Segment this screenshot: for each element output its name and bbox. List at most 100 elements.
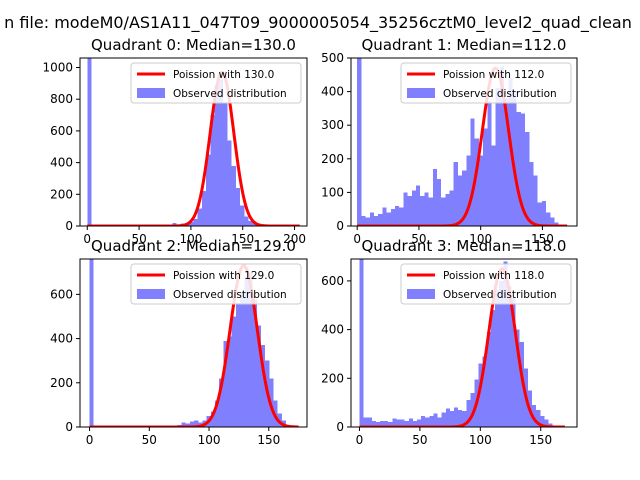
legend-bar-swatch: [407, 88, 435, 98]
histogram-bar: [554, 222, 559, 226]
histogram-bar: [375, 422, 381, 427]
x-tick-label: 150: [529, 433, 552, 447]
histogram-bar: [219, 378, 224, 427]
histogram-bar: [189, 222, 194, 226]
legend-line-label: Poission with 129.0: [173, 270, 274, 282]
histogram-bar: [436, 178, 442, 226]
histogram-bar: [218, 80, 224, 226]
histogram-bar: [252, 223, 258, 226]
histogram-bar: [512, 91, 517, 226]
histogram-bar: [499, 280, 504, 427]
histogram-bar: [365, 217, 370, 226]
histogram-bar: [240, 205, 245, 226]
histogram-bar: [515, 329, 520, 427]
y-tick-label: 0: [336, 420, 344, 434]
histogram-bar: [495, 88, 500, 226]
histogram-bar: [411, 190, 416, 226]
y-tick-label: 200: [321, 371, 344, 385]
legend: Poission with 112.0 Observed distribution: [400, 62, 572, 104]
chart-panel-1: 0 50 100 150 0 100 200 300 400 500 Quadrant 1: Med…: [321, 36, 578, 246]
histogram-bar: [357, 58, 362, 226]
y-tick-label: 0: [65, 420, 73, 434]
y-tick-label: 600: [321, 274, 344, 288]
histogram-bar: [181, 422, 186, 427]
histogram-bar: [252, 298, 257, 427]
histogram-bar: [437, 417, 442, 427]
histogram-bar: [415, 185, 421, 226]
histogram-bar: [495, 290, 500, 427]
y-tick-label: 0: [65, 219, 73, 233]
histogram-bar: [466, 400, 471, 427]
histogram-bar: [499, 66, 505, 226]
histogram-bar: [223, 102, 228, 226]
histogram-bar: [416, 419, 422, 427]
histogram-bar: [540, 416, 545, 427]
panel-title: Quadrant 0: Median=130.0: [91, 36, 296, 54]
histogram-bar: [412, 420, 417, 427]
histogram-bar: [462, 170, 467, 226]
histogram-bar: [371, 420, 376, 427]
histogram-bar: [445, 408, 450, 427]
y-tick-label: 400: [50, 332, 73, 346]
y-tick-label: 200: [50, 187, 73, 201]
histogram-bar: [197, 208, 202, 226]
histogram-bar: [449, 190, 454, 226]
histogram-bar: [483, 128, 488, 226]
x-tick-label: 150: [257, 433, 280, 447]
histogram-bar: [363, 417, 368, 427]
histogram-bar: [396, 419, 401, 427]
histogram-bar: [428, 197, 433, 226]
histogram-bar: [420, 195, 425, 226]
histogram-bar: [194, 420, 199, 427]
panel-title: Quadrant 2: Median=129.0: [91, 237, 296, 255]
y-tick-label: 200: [50, 376, 73, 390]
histogram-bar: [548, 423, 553, 427]
legend-box: [130, 62, 302, 104]
histogram-bar: [519, 341, 524, 427]
histogram-bar: [507, 285, 512, 427]
histogram-bar: [227, 336, 232, 427]
histogram-bar: [491, 145, 496, 226]
histogram-bar: [244, 276, 249, 427]
histogram-bar: [214, 84, 219, 226]
poisson-curve: [356, 66, 568, 226]
histogram-bar: [537, 202, 542, 226]
histogram-bar: [185, 423, 190, 427]
legend-bar-label: Observed distribution: [173, 289, 287, 301]
histogram-bar: [503, 261, 508, 427]
legend: Poission with 118.0 Observed distribution: [400, 263, 572, 305]
legend-bar-label: Observed distribution: [173, 88, 287, 100]
axes-frame: [350, 57, 578, 227]
x-tick-label: 100: [469, 433, 492, 447]
histogram-bar: [201, 191, 207, 226]
histogram-bar: [210, 411, 216, 427]
histogram-bar: [407, 195, 412, 226]
histogram-bar: [516, 111, 521, 226]
histogram-bar: [421, 416, 426, 427]
histogram-bar: [520, 113, 526, 226]
histogram-bar: [215, 400, 220, 427]
legend: Poission with 130.0 Observed distribution: [130, 62, 302, 104]
y-tick-label: 100: [321, 185, 344, 199]
histogram-bar: [445, 194, 450, 226]
x-tick-label: 200: [283, 232, 306, 246]
histogram-bar: [457, 175, 463, 226]
histogram-bar: [453, 162, 458, 226]
legend-line-label: Poission with 118.0: [443, 270, 544, 282]
legend-bar-label: Observed distribution: [443, 88, 557, 100]
poisson-curve: [358, 267, 566, 427]
histogram-bar: [525, 131, 530, 226]
histogram-bar: [487, 101, 492, 226]
histogram-bar: [504, 98, 509, 226]
histogram-bar: [367, 417, 372, 427]
histogram-bar: [453, 407, 459, 427]
histogram-bar: [541, 200, 547, 226]
histogram-bar: [240, 292, 245, 427]
x-tick-label: 0: [83, 232, 91, 246]
histogram-bar: [384, 420, 389, 427]
chart-panel-2: 0 50 100 150 0 200 400 600 Quadrant 2: Median=12…: [50, 237, 308, 447]
y-tick-label: 600: [50, 124, 73, 138]
histogram-bar: [235, 187, 241, 226]
x-tick-label: 150: [531, 232, 554, 246]
